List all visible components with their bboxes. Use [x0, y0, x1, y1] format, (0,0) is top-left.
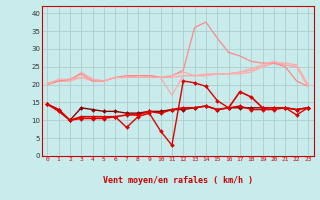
X-axis label: Vent moyen/en rafales ( km/h ): Vent moyen/en rafales ( km/h ) — [103, 176, 252, 185]
